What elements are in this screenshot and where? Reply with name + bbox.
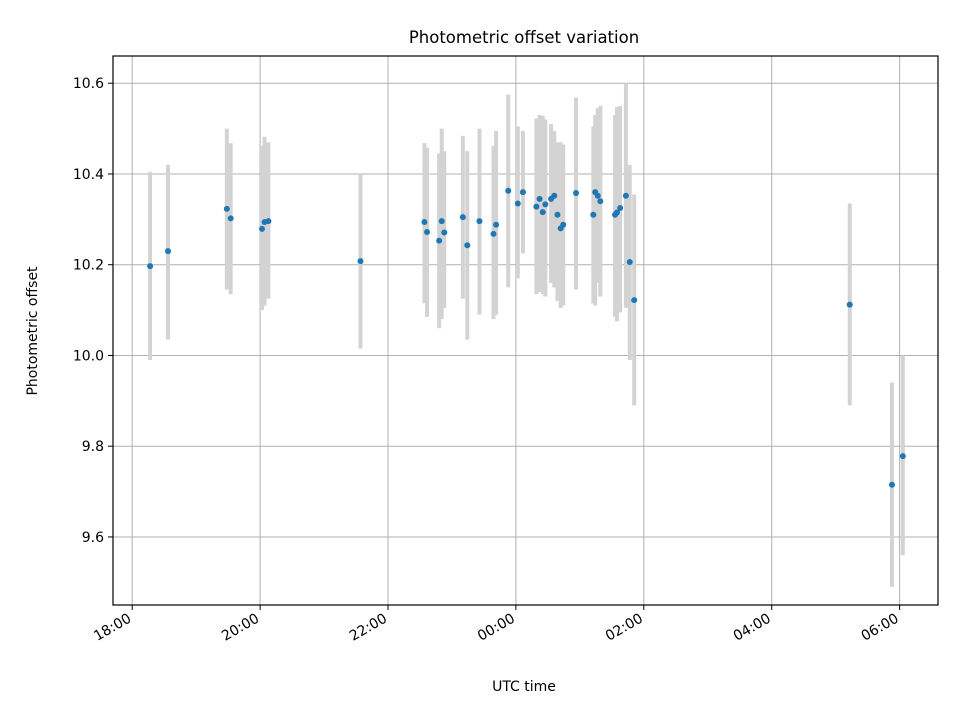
y-tick-label: 10.0 <box>73 348 104 364</box>
data-point <box>533 203 540 210</box>
data-point <box>539 209 546 216</box>
data-point <box>259 225 266 232</box>
chart-title: Photometric offset variation <box>409 28 639 47</box>
data-point <box>459 214 466 221</box>
data-point <box>597 198 604 205</box>
data-point <box>573 190 580 197</box>
data-point <box>514 200 521 207</box>
data-point <box>424 229 431 236</box>
y-tick-label: 10.4 <box>73 167 104 183</box>
x-axis-label: UTC time <box>492 679 556 695</box>
data-point <box>165 248 171 255</box>
plot-frame <box>112 55 939 606</box>
data-point <box>613 209 620 216</box>
data-point <box>147 263 154 270</box>
data-point <box>438 218 445 225</box>
data-point <box>493 221 500 228</box>
y-tick-label: 10.6 <box>73 76 104 92</box>
data-point <box>846 301 853 308</box>
data-point <box>505 187 512 194</box>
data-point <box>622 192 629 199</box>
data-point <box>357 258 364 265</box>
data-point <box>560 221 567 228</box>
data-point <box>436 237 443 244</box>
data-point <box>551 192 558 199</box>
data-point <box>626 258 633 265</box>
y-tick-label: 9.8 <box>82 439 104 455</box>
data-point <box>888 481 895 488</box>
data-point <box>899 453 906 460</box>
data-point <box>265 218 272 225</box>
data-point <box>554 211 561 218</box>
data-point <box>490 230 497 237</box>
data-point <box>631 297 638 304</box>
data-point <box>441 229 448 236</box>
data-point <box>421 219 428 226</box>
data-points <box>147 187 906 488</box>
data-point <box>519 189 526 196</box>
data-point <box>590 211 597 218</box>
data-point <box>476 218 483 225</box>
data-point <box>223 205 230 212</box>
grid <box>113 56 938 605</box>
y-tick-label: 9.6 <box>82 530 104 546</box>
data-point <box>227 215 234 222</box>
data-point <box>617 204 624 211</box>
data-point <box>594 192 601 199</box>
y-axis-label: Photometric offset <box>25 266 41 396</box>
data-point <box>464 242 471 249</box>
data-point <box>536 195 543 202</box>
y-axis-ticks: 9.6 9.8 10.0 10.2 10.4 10.6 <box>73 76 113 546</box>
data-point <box>542 201 549 208</box>
y-tick-label: 10.2 <box>73 258 104 274</box>
